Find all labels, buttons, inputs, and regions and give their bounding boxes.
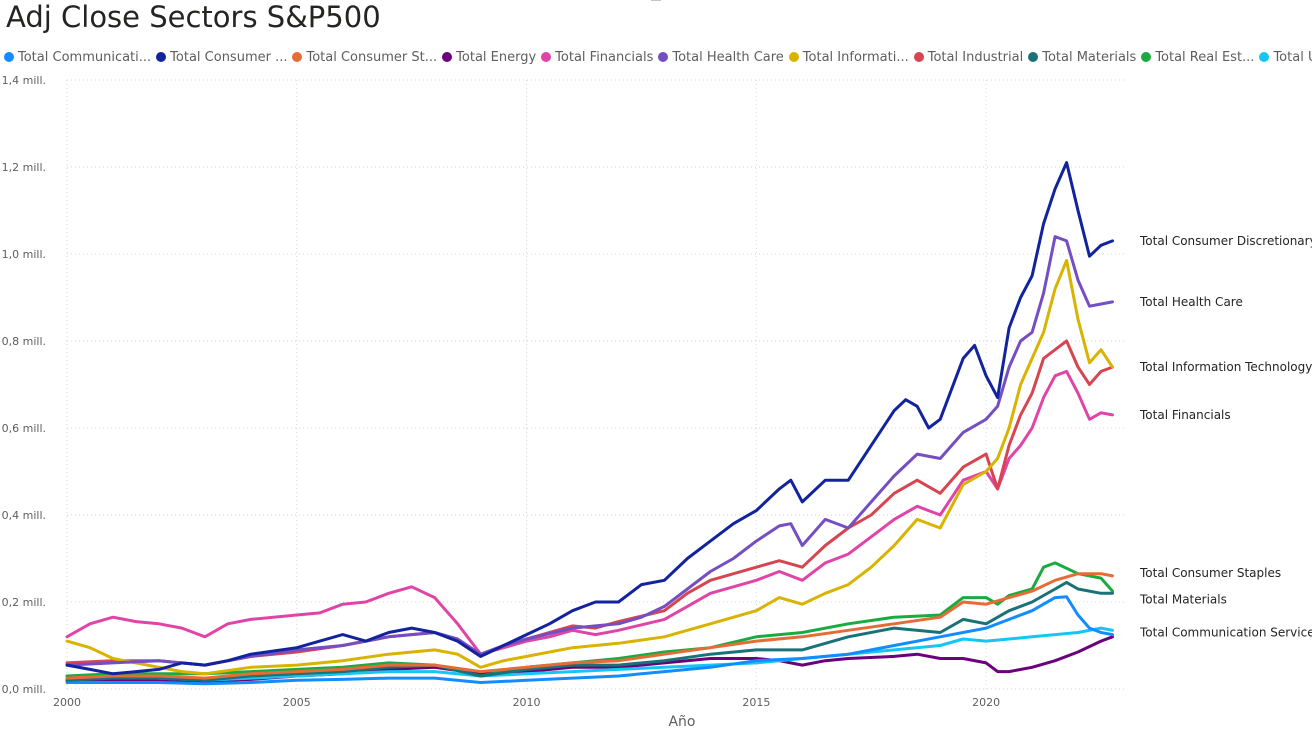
legend-marker	[658, 52, 669, 62]
x-tick-label: 2000	[53, 696, 81, 709]
chart-title: Adj Close Sectors S&P500	[6, 0, 381, 34]
legend-marker	[1259, 52, 1270, 62]
series-end-labels: Total Consumer Discretionary Total Health…	[1139, 234, 1312, 640]
legend-label: Total Utilities	[1273, 49, 1312, 65]
series-line[interactable]	[65, 595, 1114, 686]
legend-item[interactable]: Total Energy	[442, 50, 536, 65]
legend-label: Total Communicati...	[18, 49, 152, 65]
legend-marker	[4, 52, 14, 62]
legend-item[interactable]: Total Communicati...	[4, 50, 151, 65]
legend-item[interactable]: Total Consumer St...	[292, 50, 437, 65]
legend-item[interactable]: Total Materials	[1028, 50, 1136, 65]
series-end-label: Total Communication Services	[1139, 626, 1312, 640]
series-lines	[65, 161, 1114, 686]
series-line[interactable]	[65, 572, 1114, 680]
legend-item[interactable]: Total Real Est...	[1141, 50, 1254, 65]
series-end-label: Total Health Care	[1139, 295, 1243, 309]
legend-label: Total Energy	[456, 49, 537, 65]
legend: Total Communicati... Total Consumer ... To…	[4, 48, 1312, 66]
legend-item[interactable]: Total Financials	[541, 50, 653, 65]
series-end-label: Total Consumer Staples	[1139, 566, 1281, 580]
legend-label: Total Financials	[555, 49, 654, 65]
series-end-label: Total Information Technology	[1139, 360, 1312, 374]
legend-label: Total Consumer St...	[306, 49, 438, 65]
x-tick-label: 2020	[972, 696, 1000, 709]
series-line[interactable]	[65, 580, 1114, 682]
y-tick-label: 0,8 mill.	[2, 335, 46, 348]
legend-item[interactable]: Total Health Care	[658, 49, 784, 65]
series-end-label: Total Financials	[1139, 408, 1231, 422]
legend-marker	[292, 52, 303, 62]
legend-item[interactable]: Total Utilities	[1259, 50, 1312, 65]
y-axis-ticks: 0,0 mill. 0,2 mill. 0,4 mill. 0,6 mill. 0,8 …	[2, 74, 46, 696]
series-line[interactable]	[65, 626, 1114, 682]
series-line[interactable]	[65, 161, 1114, 676]
x-tick-label: 2010	[513, 696, 541, 709]
legend-marker	[1028, 52, 1039, 62]
y-tick-label: 0,4 mill.	[2, 509, 46, 522]
y-tick-label: 0,0 mill.	[2, 683, 46, 696]
legend-marker	[442, 52, 453, 62]
x-tick-label: 2015	[742, 696, 770, 709]
y-tick-label: 1,2 mill.	[2, 161, 46, 174]
x-tick-label: 2005	[283, 696, 311, 709]
x-axis-ticks: 2000 2005 2010 2015 2020	[53, 696, 1000, 709]
y-tick-label: 0,2 mill.	[2, 596, 46, 609]
y-tick-label: 1,4 mill.	[2, 74, 46, 87]
legend-marker	[913, 52, 924, 62]
y-tick-label: 1,0 mill.	[2, 248, 46, 261]
series-line[interactable]	[65, 259, 1114, 676]
series-line[interactable]	[65, 235, 1114, 667]
legend-label: Total Materials	[1042, 49, 1137, 65]
frame-corner-top	[651, 0, 661, 6]
legend-marker	[1141, 52, 1152, 62]
legend-marker	[541, 52, 552, 62]
legend-label: Total Industrial	[927, 49, 1024, 65]
legend-marker	[788, 52, 799, 62]
series-line[interactable]	[65, 561, 1114, 678]
legend-label: Total Real Est...	[1155, 49, 1255, 65]
legend-label: Total Health Care	[672, 49, 784, 65]
series-end-label: Total Consumer Discretionary	[1139, 234, 1312, 248]
x-axis-label: Año	[668, 714, 695, 730]
series-end-label: Total Materials	[1139, 592, 1227, 606]
legend-marker	[156, 52, 167, 62]
legend-label: Total Consumer ...	[170, 49, 288, 65]
legend-item[interactable]: Total Informati...	[788, 49, 909, 65]
legend-label: Total Informati...	[802, 49, 909, 65]
series-line[interactable]	[65, 635, 1114, 683]
legend-item[interactable]: Total Consumer ...	[156, 50, 287, 65]
legend-item[interactable]: Total Industrial	[913, 49, 1024, 65]
y-tick-label: 0,6 mill.	[2, 422, 46, 435]
series-line[interactable]	[65, 369, 1114, 656]
series-line[interactable]	[65, 339, 1114, 667]
